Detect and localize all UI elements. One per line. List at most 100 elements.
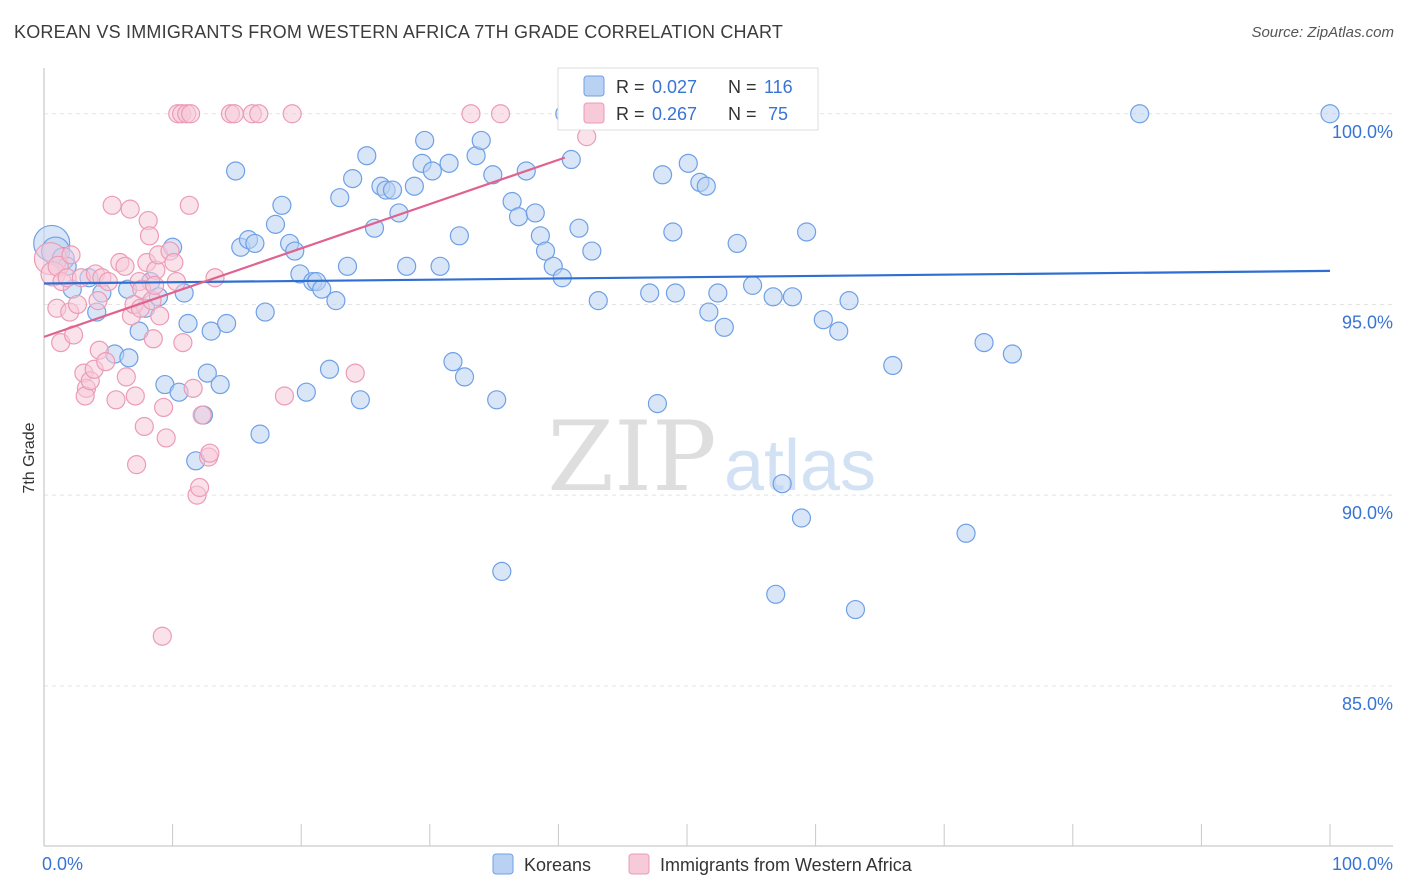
point-western-africa <box>116 367 136 387</box>
point-western-africa <box>150 306 170 326</box>
y-tick-labels: 100.0% 95.0% 90.0% 85.0% <box>1332 122 1393 714</box>
point-korean <box>443 352 463 372</box>
point-korean <box>397 256 417 276</box>
bottom-legend: Koreans Immigrants from Western Africa <box>492 853 913 875</box>
point-korean <box>492 561 512 582</box>
point-korean <box>201 321 221 341</box>
point-korean <box>245 233 265 254</box>
trend-layer <box>43 156 1331 338</box>
y-tick-label: 100.0% <box>1332 122 1393 142</box>
point-korean <box>454 367 475 387</box>
legend-swatch-koreans <box>583 75 605 97</box>
point-korean <box>1130 104 1150 124</box>
point-korean <box>569 218 589 238</box>
legend-n-label-western-africa: N = <box>728 104 757 124</box>
legend-n-value-koreans: 116 <box>764 77 793 97</box>
point-western-africa <box>181 104 201 124</box>
point-korean <box>272 195 292 215</box>
point-korean <box>357 146 377 166</box>
point-korean <box>483 165 503 185</box>
point-western-africa <box>143 329 163 349</box>
point-korean <box>714 317 734 337</box>
bottom-legend-swatch-koreans <box>492 853 514 875</box>
point-korean <box>708 283 728 303</box>
point-korean <box>1002 344 1022 364</box>
watermark-atlas: atlas <box>724 426 876 506</box>
point-western-africa <box>200 443 220 463</box>
point-korean <box>296 382 316 402</box>
point-korean <box>796 222 817 242</box>
points-layer <box>33 104 1340 646</box>
point-western-africa <box>153 397 174 418</box>
point-korean <box>1320 104 1340 124</box>
point-korean <box>727 233 747 254</box>
point-korean <box>535 241 556 261</box>
point-korean <box>582 241 602 261</box>
point-western-africa <box>96 352 116 372</box>
point-western-africa <box>461 104 481 124</box>
point-korean <box>791 508 812 528</box>
point-korean <box>699 302 719 322</box>
legend-r-value-koreans: 0.027 <box>652 77 697 97</box>
y-tick-label: 85.0% <box>1342 694 1393 714</box>
watermark: ZIP atlas <box>547 401 876 513</box>
point-western-africa <box>88 291 108 311</box>
point-western-africa <box>192 405 212 425</box>
point-korean <box>350 390 370 410</box>
series-western-africa-points <box>33 104 597 646</box>
chart-title: KOREAN VS IMMIGRANTS FROM WESTERN AFRICA… <box>14 22 784 42</box>
point-korean <box>471 130 491 151</box>
trendline-western-africa <box>43 156 566 338</box>
point-korean <box>829 321 849 341</box>
point-western-africa <box>125 386 145 406</box>
point-western-africa <box>67 294 88 315</box>
point-korean <box>319 359 340 379</box>
point-korean <box>782 287 803 307</box>
point-western-africa <box>61 245 81 265</box>
point-korean <box>839 291 859 311</box>
point-korean <box>508 207 529 227</box>
legend-r-value-western-africa: 0.267 <box>652 104 697 124</box>
point-korean <box>404 176 424 196</box>
y-tick-label: 95.0% <box>1342 312 1393 332</box>
point-western-africa <box>98 271 118 292</box>
point-korean <box>430 256 450 276</box>
point-western-africa <box>120 199 140 219</box>
bottom-legend-swatch-western-africa <box>628 853 650 875</box>
point-western-africa <box>179 195 199 215</box>
point-korean <box>330 188 350 208</box>
legend-swatch-western-africa <box>583 102 605 124</box>
bottom-legend-label-koreans: Koreans <box>524 855 591 875</box>
point-korean <box>382 180 403 200</box>
point-korean <box>883 355 903 376</box>
point-korean <box>422 161 442 181</box>
point-western-africa <box>164 252 184 273</box>
point-western-africa <box>106 390 126 410</box>
point-western-africa <box>190 477 210 498</box>
point-korean <box>255 302 275 322</box>
point-korean <box>415 130 435 151</box>
legend-n-value-western-africa: 75 <box>768 104 788 124</box>
point-korean <box>763 287 783 307</box>
point-korean <box>226 161 246 181</box>
point-korean <box>766 584 786 604</box>
point-korean <box>210 374 230 395</box>
legend-r-label-western-africa: R = <box>616 104 645 124</box>
legend-r-label-koreans: R = <box>616 77 645 97</box>
grid-layer <box>44 113 1393 687</box>
point-korean <box>640 283 660 303</box>
point-western-africa <box>152 626 172 646</box>
point-korean <box>178 313 198 334</box>
point-korean <box>561 149 581 170</box>
point-korean <box>487 390 507 410</box>
legend-n-label-koreans: N = <box>728 77 757 97</box>
point-western-africa <box>102 195 122 215</box>
point-korean <box>250 424 270 444</box>
point-korean <box>678 153 698 173</box>
point-korean <box>665 283 686 303</box>
axis-layer <box>43 68 1393 847</box>
point-western-africa <box>144 275 165 295</box>
point-western-africa <box>173 332 193 353</box>
point-korean <box>119 348 139 368</box>
point-western-africa <box>115 256 135 276</box>
